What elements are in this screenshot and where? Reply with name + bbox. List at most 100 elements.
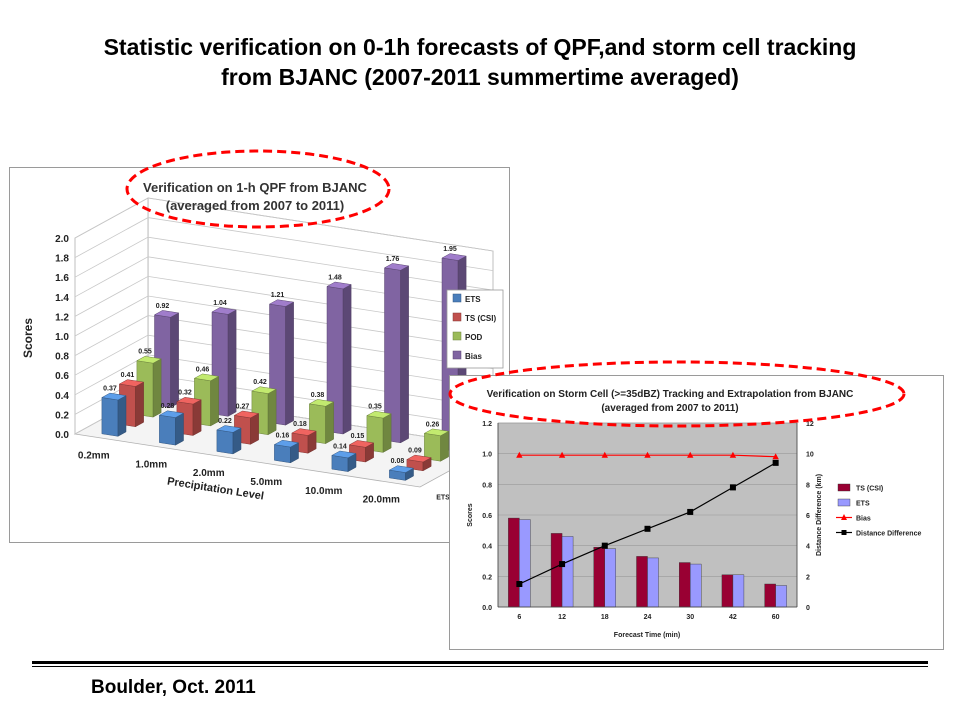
qpf-bar-value-label: 1.04 [213, 300, 227, 307]
qpf-bar-pod-20.0mm [423, 428, 450, 462]
storm-cell-bar-ts-csi-60 [764, 583, 776, 608]
qpf-chart-category-label: 1.0mm [135, 459, 167, 470]
storm-cell-left-axis-label: Scores [467, 503, 474, 526]
qpf-legend-item: POD [452, 331, 483, 342]
storm-cell-bar-ets-60 [775, 585, 787, 608]
qpf-chart-y-tick-label: 0.4 [55, 391, 69, 402]
storm-cell-distance-marker [516, 581, 523, 587]
storm-cell-left-tick-label: 0.4 [482, 544, 492, 551]
qpf-chart-y-axis-label: Scores [21, 318, 35, 358]
qpf-legend-item: ETS [452, 293, 481, 304]
qpf-chart-y-tick-label: 1.0 [55, 332, 69, 343]
storm-cell-legend: TS (CSI) ETS Bias Distance Difference [836, 483, 921, 538]
storm-cell-distance-marker [601, 542, 608, 549]
qpf-bar-ts-csi--0.2mm [118, 379, 145, 428]
qpf-legend-item: TS (CSI) [452, 312, 496, 323]
storm-cell-right-tick-label: 10 [806, 452, 814, 459]
storm-cell-bar-ts-csi-42 [721, 574, 734, 608]
svg-text:POD: POD [465, 333, 483, 342]
qpf-chart-gridline [74, 256, 494, 311]
qpf-chart-title-line2: (averaged from 2007 to 2011) [166, 198, 344, 213]
qpf-bar-value-label: 0.22 [218, 418, 232, 425]
storm-cell-bias-marker [772, 453, 779, 460]
qpf-chart-legend: ETS TS (CSI) POD Bias [446, 289, 504, 369]
qpf-bar-value-label: 0.42 [253, 379, 267, 386]
qpf-bar-value-label: 0.37 [103, 386, 117, 393]
qpf-bar-value-label: 0.92 [156, 303, 170, 310]
storm-cell-left-tick-label: 0.0 [482, 605, 492, 612]
qpf-bar-value-label: 0.32 [178, 390, 192, 397]
storm-cell-x-tick-label: 6 [517, 614, 521, 621]
storm-cell-bar-ts-csi-24 [636, 556, 648, 608]
storm-cell-legend-item: TS (CSI) [837, 483, 883, 493]
qpf-chart-title-line1: Verification on 1-h QPF from BJANC [143, 180, 368, 195]
qpf-bar-value-label: 0.38 [311, 392, 325, 399]
qpf-chart-y-tick-label: 0.8 [55, 352, 69, 363]
svg-text:TS (CSI): TS (CSI) [856, 486, 883, 493]
qpf-bar-value-label: 0.15 [351, 433, 365, 440]
storm-cell-right-tick-label: 12 [806, 421, 814, 428]
qpf-chart-depth-label: ETS [436, 494, 450, 501]
qpf-chart-y-tick-label: 1.4 [55, 293, 69, 304]
qpf-chart-svg: 0.92 1.04 1.21 1.48 1.76 1.95 0.55 0.46 0.42 0.38… [21, 180, 504, 506]
storm-cell-bar-ets-30 [690, 563, 702, 608]
qpf-bar-ets-10.0mm [331, 450, 357, 473]
storm-cell-chart: 0.0 0.2 0.4 0.6 0.8 1.0 1.2 0 2 4 6 8 10 12 6 12 18 24 30 4… [449, 375, 944, 650]
storm-cell-title-line1: Verification on Storm Cell (>=35dBZ) Tra… [487, 389, 854, 400]
svg-text:Distance Difference: Distance Difference [856, 531, 921, 538]
qpf-bar-ets-5.0mm [273, 439, 300, 464]
storm-cell-bar-ets-42 [732, 574, 745, 608]
storm-cell-bias-marker [729, 451, 737, 458]
storm-cell-legend-item: ETS [837, 498, 870, 508]
storm-cell-distance-marker [729, 484, 736, 491]
storm-cell-lines [516, 451, 779, 587]
storm-cell-right-tick-label: 2 [806, 574, 810, 581]
storm-cell-bias-marker [601, 451, 608, 458]
qpf-bar-value-label: 0.55 [138, 349, 152, 356]
qpf-bar-ts-csi--5.0mm [291, 428, 317, 454]
storm-cell-bar-ets-24 [647, 557, 659, 608]
qpf-bar-value-label: 0.27 [236, 403, 250, 410]
qpf-chart-y-tick-label: 0.6 [55, 371, 69, 382]
storm-cell-left-tick-label: 0.6 [482, 513, 492, 520]
storm-cell-bar-ets-6 [519, 519, 531, 608]
qpf-bar-pod-10.0mm [366, 410, 392, 453]
qpf-bar-value-label: 0.08 [391, 458, 405, 465]
storm-cell-x-tick-label: 18 [601, 614, 609, 621]
qpf-chart-y-tick-label: 1.8 [55, 254, 69, 265]
qpf-bar-ets-20.0mm [388, 465, 415, 481]
storm-cell-distance-marker [687, 508, 694, 515]
qpf-chart-bars [101, 253, 467, 481]
slide-title-line1: Statistic verification on 0-1h forecasts… [103, 34, 857, 60]
storm-cell-distance-marker [772, 459, 779, 466]
qpf-bar-value-label: 0.14 [333, 443, 347, 450]
storm-cell-bias-marker [644, 451, 651, 458]
svg-text:ETS: ETS [856, 501, 870, 508]
qpf-chart-category-label: 2.0mm [193, 468, 225, 479]
svg-text:TS (CSI): TS (CSI) [465, 314, 496, 323]
qpf-bar-value-label: 0.18 [293, 421, 307, 428]
qpf-verification-chart: 0.92 1.04 1.21 1.48 1.76 1.95 0.55 0.46 0.42 0.38… [9, 167, 510, 543]
svg-text:Bias: Bias [465, 352, 482, 361]
qpf-legend-item: Bias [452, 350, 482, 361]
storm-cell-title-line2: (averaged from 2007 to 2011) [601, 403, 738, 414]
storm-cell-right-tick-label: 6 [806, 513, 810, 520]
storm-cell-left-tick-label: 1.0 [482, 452, 492, 459]
storm-cell-bias-marker [687, 451, 694, 458]
storm-cell-bar-ts-csi-18 [593, 546, 605, 608]
slide-title: Statistic verification on 0-1h forecasts… [20, 32, 940, 92]
storm-cell-x-tick-label: 12 [558, 614, 566, 621]
slide-title-line2: from BJANC (2007-2011 summertime average… [221, 64, 739, 90]
storm-cell-x-tick-label: 42 [729, 614, 737, 621]
storm-cell-bar-ts-csi-12 [550, 533, 563, 608]
storm-cell-right-tick-label: 8 [806, 482, 810, 489]
qpf-bar-value-label: 1.95 [443, 246, 457, 253]
footer-rule-thick [32, 661, 928, 664]
svg-text:Bias: Bias [856, 516, 871, 523]
storm-cell-left-tick-label: 1.2 [482, 421, 492, 428]
qpf-bar-value-label: 0.09 [408, 448, 422, 455]
storm-cell-legend-item: Bias [836, 514, 871, 523]
qpf-chart-category-label: 10.0mm [305, 486, 342, 497]
qpf-chart-y-tick-label: 2.0 [55, 234, 69, 245]
